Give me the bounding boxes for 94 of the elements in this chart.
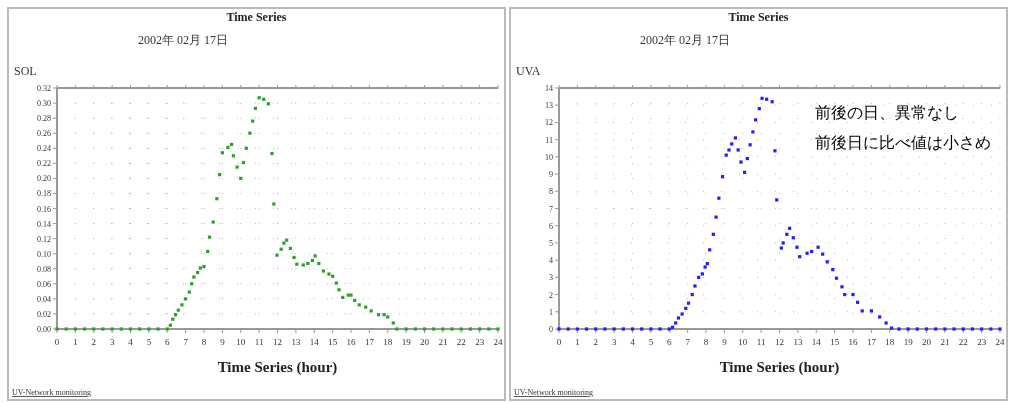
x-tick-label: 17 <box>364 337 375 347</box>
x-tick-label: 2 <box>593 337 598 347</box>
y-axis-title: UVA <box>516 64 541 78</box>
y-tick-label: 12 <box>545 118 553 128</box>
y-axis-title: SOL <box>14 64 37 78</box>
x-tick-label: 8 <box>703 337 709 347</box>
x-tick-label: 16 <box>848 337 858 347</box>
y-tick-label: 6 <box>549 221 553 231</box>
x-tick-label: 1 <box>575 337 580 347</box>
y-tick-label: 0.14 <box>37 219 51 229</box>
x-tick-label: 11 <box>254 337 264 347</box>
x-tick-label: 10 <box>236 337 246 347</box>
x-tick-label: 7 <box>183 337 189 347</box>
x-tick-label: 22 <box>958 337 968 347</box>
x-tick-label: 10 <box>738 337 748 347</box>
x-tick-label: 11 <box>756 337 766 347</box>
x-axis-title: Time Series (hour) <box>719 359 840 376</box>
x-tick-label: 2 <box>91 337 96 347</box>
y-tick-label: 14 <box>545 84 553 93</box>
x-tick-label: 0 <box>556 337 562 347</box>
x-tick-label: 21 <box>438 337 448 347</box>
y-tick-label: 5 <box>549 238 553 248</box>
x-tick-label: 5 <box>648 337 654 347</box>
y-tick-label: 7 <box>549 204 553 214</box>
x-tick-label: 22 <box>456 337 466 347</box>
x-tick-label: 16 <box>346 337 356 347</box>
y-tick-label: 0.32 <box>37 84 51 93</box>
y-tick-label: 0.06 <box>37 279 51 289</box>
y-tick-label: 13 <box>545 101 553 111</box>
chart-subtitle: 2002年 02月 17日 <box>138 33 228 47</box>
y-tick-label: 0.04 <box>37 294 51 304</box>
y-tick-label: 0 <box>549 325 553 334</box>
x-tick-label: 12 <box>273 337 282 347</box>
x-tick-label: 23 <box>977 337 987 347</box>
y-tick-label: 0.10 <box>37 249 51 259</box>
x-tick-label: 0 <box>54 337 60 347</box>
x-tick-label: 23 <box>475 337 485 347</box>
chart-title: Time Series <box>728 10 789 24</box>
x-axis-title: Time Series (hour) <box>217 359 338 376</box>
y-tick-label: 0.30 <box>37 99 51 109</box>
y-tick-label: 0.18 <box>37 189 51 199</box>
y-tick-label: 8 <box>549 187 553 197</box>
y-tick-label: 0.00 <box>37 325 51 334</box>
annotation: 前後日に比べ値は小さめ <box>815 133 991 152</box>
x-tick-label: 1 <box>73 337 78 347</box>
x-tick-label: 9 <box>722 337 728 347</box>
x-tick-label: 5 <box>146 337 152 347</box>
x-tick-label: 9 <box>220 337 226 347</box>
x-tick-label: 20 <box>420 337 430 347</box>
y-tick-label: 0.20 <box>37 174 51 184</box>
x-tick-label: 15 <box>328 337 338 347</box>
y-tick-label: 0.08 <box>37 264 51 274</box>
x-tick-label: 18 <box>383 337 393 347</box>
x-tick-label: 4 <box>630 337 636 347</box>
x-tick-label: 24 <box>493 337 503 347</box>
x-tick-label: 6 <box>667 337 672 347</box>
x-tick-label: 19 <box>401 337 412 347</box>
y-tick-label: 0.24 <box>37 144 51 154</box>
y-tick-label: 10 <box>545 152 553 162</box>
x-tick-label: 14 <box>309 337 320 347</box>
x-tick-label: 18 <box>885 337 895 347</box>
text: UV-Network monitoring <box>12 388 92 397</box>
y-tick-label: 9 <box>549 170 553 180</box>
text: UV-Network monitoring <box>514 388 594 397</box>
x-tick-label: 24 <box>995 337 1005 347</box>
y-tick-label: 1 <box>549 307 553 317</box>
x-tick-label: 14 <box>811 337 822 347</box>
y-tick-label: 0.16 <box>37 204 51 214</box>
y-tick-label: 4 <box>549 256 553 266</box>
x-tick-label: 19 <box>903 337 914 347</box>
x-tick-label: 4 <box>128 337 134 347</box>
x-tick-label: 7 <box>685 337 691 347</box>
y-tick-label: 0.02 <box>37 309 51 319</box>
y-tick-label: 0.22 <box>37 159 51 169</box>
x-tick-label: 15 <box>830 337 840 347</box>
x-tick-label: 6 <box>165 337 170 347</box>
y-tick-label: 2 <box>549 290 553 300</box>
x-tick-label: 13 <box>793 337 803 347</box>
chart-title: Time Series <box>226 10 287 24</box>
y-tick-label: 0.12 <box>37 234 51 244</box>
x-tick-label: 13 <box>291 337 301 347</box>
x-tick-label: 17 <box>866 337 877 347</box>
x-tick-label: 12 <box>775 337 784 347</box>
y-tick-label: 3 <box>549 273 553 283</box>
x-tick-label: 20 <box>922 337 932 347</box>
chart-subtitle: 2002年 02月 17日 <box>640 33 730 47</box>
y-tick-label: 0.26 <box>37 129 51 139</box>
x-tick-label: 3 <box>109 337 115 347</box>
y-tick-label: 0.28 <box>37 114 51 124</box>
x-tick-label: 21 <box>940 337 950 347</box>
x-tick-label: 3 <box>611 337 617 347</box>
x-tick-label: 8 <box>201 337 207 347</box>
y-tick-label: 11 <box>545 135 553 145</box>
annotation: 前後の日、異常なし <box>815 103 959 122</box>
